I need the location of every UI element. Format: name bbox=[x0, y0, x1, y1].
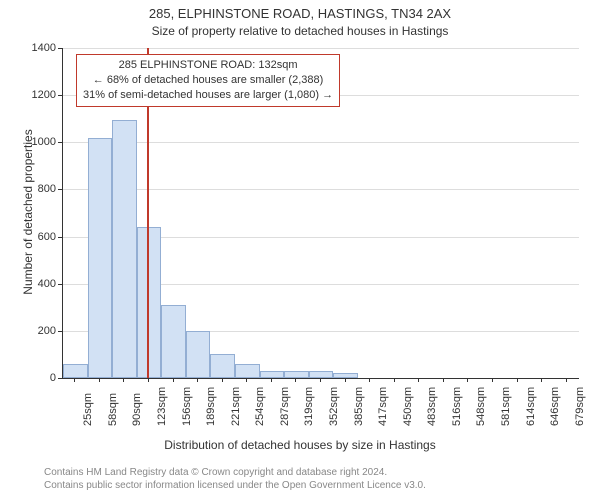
y-tick-label: 1000 bbox=[0, 136, 56, 148]
y-tick-label: 600 bbox=[0, 231, 56, 243]
x-tick-label: 646sqm bbox=[549, 378, 561, 426]
x-tick-label: 189sqm bbox=[205, 378, 217, 426]
annotation-line-1: 285 ELPHINSTONE ROAD: 132sqm bbox=[83, 58, 333, 73]
x-tick-mark bbox=[123, 378, 124, 382]
footer-line-1: Contains HM Land Registry data © Crown c… bbox=[44, 466, 426, 479]
y-tick-mark bbox=[58, 142, 62, 143]
histogram-bar bbox=[210, 354, 235, 378]
x-tick-label: 352sqm bbox=[328, 378, 340, 426]
y-tick-label: 0 bbox=[0, 372, 56, 384]
y-tick-label: 200 bbox=[0, 325, 56, 337]
x-tick-mark bbox=[369, 378, 370, 382]
x-tick-mark bbox=[74, 378, 75, 382]
x-tick-label: 90sqm bbox=[131, 378, 143, 426]
x-tick-label: 319sqm bbox=[303, 378, 315, 426]
x-tick-mark bbox=[99, 378, 100, 382]
gridline-h bbox=[63, 48, 579, 49]
x-tick-mark bbox=[271, 378, 272, 382]
x-tick-label: 25sqm bbox=[82, 378, 94, 426]
annotation-box: 285 ELPHINSTONE ROAD: 132sqm ← 68% of de… bbox=[76, 54, 340, 107]
x-tick-mark bbox=[517, 378, 518, 382]
x-tick-mark bbox=[443, 378, 444, 382]
annotation-line-3: 31% of semi-detached houses are larger (… bbox=[83, 88, 333, 103]
footer-credits: Contains HM Land Registry data © Crown c… bbox=[44, 466, 426, 492]
footer-line-2: Contains public sector information licen… bbox=[44, 479, 426, 492]
x-tick-label: 450sqm bbox=[402, 378, 414, 426]
x-tick-mark bbox=[541, 378, 542, 382]
y-tick-mark bbox=[58, 378, 62, 379]
histogram-bar bbox=[186, 331, 211, 378]
y-tick-mark bbox=[58, 48, 62, 49]
page-title: 285, ELPHINSTONE ROAD, HASTINGS, TN34 2A… bbox=[0, 6, 600, 21]
y-tick-mark bbox=[58, 284, 62, 285]
x-tick-label: 385sqm bbox=[353, 378, 365, 426]
histogram-bar bbox=[309, 371, 334, 378]
gridline-h bbox=[63, 142, 579, 143]
histogram-bar bbox=[235, 364, 260, 378]
x-tick-label: 614sqm bbox=[525, 378, 537, 426]
x-tick-mark bbox=[467, 378, 468, 382]
histogram-bar bbox=[260, 371, 285, 378]
x-tick-label: 417sqm bbox=[377, 378, 389, 426]
y-tick-label: 800 bbox=[0, 183, 56, 195]
annotation-line-2: ← 68% of detached houses are smaller (2,… bbox=[83, 73, 333, 88]
y-tick-mark bbox=[58, 189, 62, 190]
x-tick-mark bbox=[394, 378, 395, 382]
y-tick-mark bbox=[58, 237, 62, 238]
y-tick-label: 1400 bbox=[0, 42, 56, 54]
x-tick-mark bbox=[418, 378, 419, 382]
page-subtitle: Size of property relative to detached ho… bbox=[0, 24, 600, 38]
y-tick-mark bbox=[58, 331, 62, 332]
x-tick-mark bbox=[320, 378, 321, 382]
histogram-bar bbox=[284, 371, 309, 378]
x-tick-label: 156sqm bbox=[181, 378, 193, 426]
x-tick-label: 58sqm bbox=[107, 378, 119, 426]
x-tick-label: 581sqm bbox=[500, 378, 512, 426]
x-tick-mark bbox=[566, 378, 567, 382]
x-tick-label: 516sqm bbox=[451, 378, 463, 426]
histogram-bar bbox=[88, 138, 113, 378]
x-tick-mark bbox=[492, 378, 493, 382]
y-tick-label: 400 bbox=[0, 278, 56, 290]
histogram-bar bbox=[112, 120, 137, 378]
x-tick-label: 221sqm bbox=[230, 378, 242, 426]
x-tick-mark bbox=[345, 378, 346, 382]
x-tick-mark bbox=[222, 378, 223, 382]
x-tick-mark bbox=[246, 378, 247, 382]
x-tick-mark bbox=[197, 378, 198, 382]
y-tick-label: 1200 bbox=[0, 89, 56, 101]
y-tick-mark bbox=[58, 95, 62, 96]
x-tick-label: 287sqm bbox=[279, 378, 291, 426]
x-tick-label: 123sqm bbox=[156, 378, 168, 426]
x-axis-label: Distribution of detached houses by size … bbox=[0, 438, 600, 452]
x-tick-mark bbox=[148, 378, 149, 382]
x-tick-label: 548sqm bbox=[475, 378, 487, 426]
x-tick-mark bbox=[295, 378, 296, 382]
x-tick-label: 679sqm bbox=[574, 378, 586, 426]
histogram-bar bbox=[161, 305, 186, 378]
histogram-bar bbox=[333, 373, 358, 378]
x-tick-mark bbox=[173, 378, 174, 382]
gridline-h bbox=[63, 189, 579, 190]
histogram-bar bbox=[63, 364, 88, 378]
x-tick-label: 483sqm bbox=[426, 378, 438, 426]
x-tick-label: 254sqm bbox=[254, 378, 266, 426]
